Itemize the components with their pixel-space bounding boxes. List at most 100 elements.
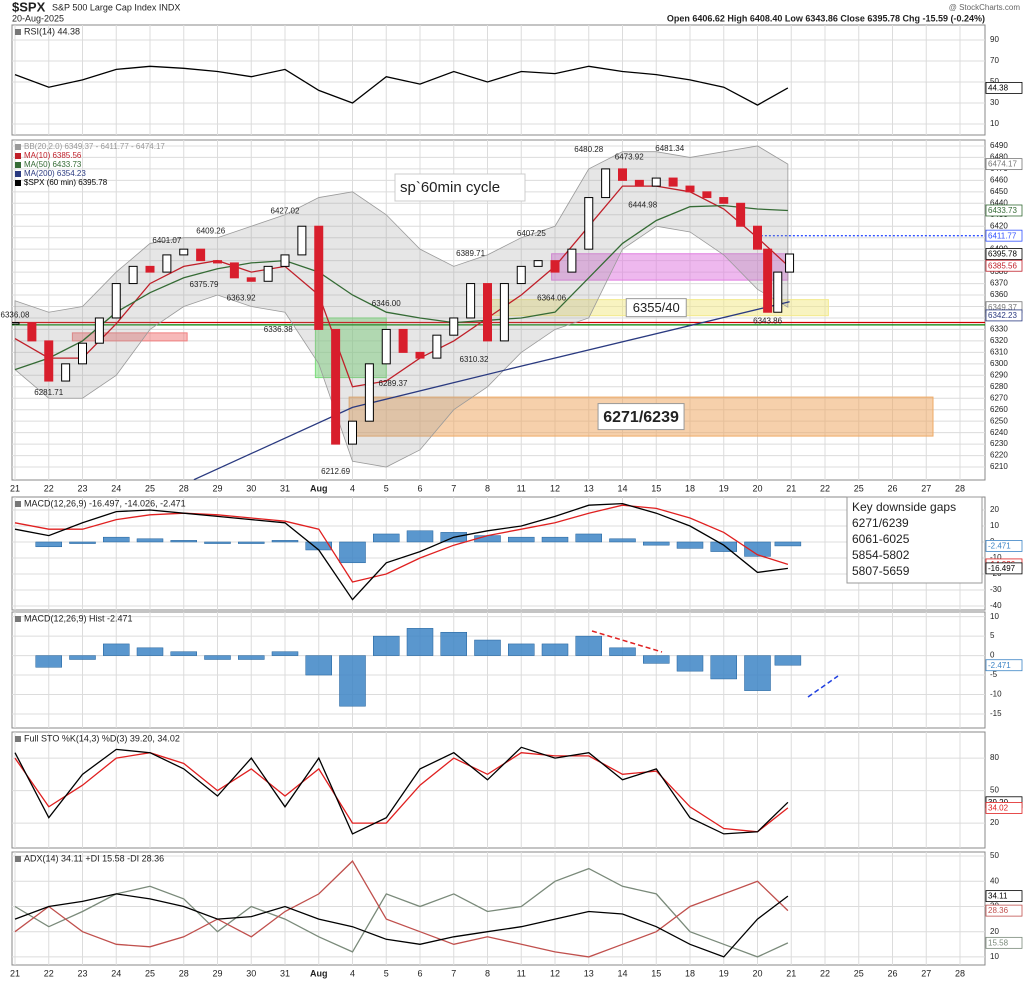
bar [643,655,670,664]
price-label: 6289.37 [379,379,408,388]
value-tag [985,540,1023,552]
bar [35,541,62,548]
x-tick-label: 13 [584,968,594,978]
candle [763,248,773,313]
candle [162,254,172,273]
price-label: 6212.69 [321,467,350,476]
candle [12,322,20,325]
instrument-name: S&P 500 Large Cap Index INDX [52,2,180,12]
x-tick-label: 22 [820,483,830,493]
candle [145,265,155,273]
price-label: 6389.71 [456,249,485,258]
legend-swatch [15,153,21,159]
zone-label-box [597,403,685,431]
price-label: 6481.34 [655,144,684,153]
value-tag-label: 34.02 [988,804,1009,813]
y-tick-label: 20 [990,927,999,936]
bar [609,647,636,656]
key-gap: 6061-6025 [852,532,910,546]
bar [774,541,802,547]
price-label: 6401.07 [152,236,181,245]
price-label: 6409.26 [196,227,225,236]
x-tick-label: 31 [280,968,290,978]
plot [14,502,802,601]
plot [14,65,789,106]
x-tick-label: 24 [111,968,121,978]
bar [406,530,434,543]
panel [11,496,986,611]
legend-swatch [15,29,21,35]
candle [550,260,560,273]
y-tick-label: 70 [990,56,999,65]
x-tick-label: 30 [246,968,256,978]
candle [719,197,729,204]
candle [229,262,239,279]
bar [339,541,366,564]
candle [499,283,509,342]
y-tick-label: -15 [990,709,1002,718]
y-tick-label: 6300 [990,359,1008,368]
x-tick-label: 22 [44,483,54,493]
candle [668,177,678,187]
x-tick-label: 27 [921,968,931,978]
bar [508,643,535,656]
annotation: sp`60min cycle [400,179,500,196]
y-tick-label: 50 [990,77,999,86]
x-tick-label: 29 [212,968,222,978]
x-tick-label: 19 [719,483,729,493]
price-label: 6343.86 [753,317,782,326]
x-tick-label: 31 [280,483,290,493]
x-tick-label: 6 [417,483,422,493]
y-tick-label: 50 [990,786,999,795]
legend-swatch [15,736,21,742]
bar [710,655,737,680]
line [14,65,789,106]
line [14,185,789,388]
bar [676,655,704,672]
x-tick-label: 7 [451,968,456,978]
price-label: 6375.79 [190,280,219,289]
bar [69,655,96,660]
value-tag-label: 6433.73 [988,206,1017,215]
key-gap: 5854-5802 [852,548,910,562]
y-tick-label: 6280 [990,382,1008,391]
y-tick-label: 20 [990,505,999,514]
value-tag-label: 6342.23 [988,311,1017,320]
y-tick-label: 6250 [990,416,1008,425]
candle [348,420,357,445]
candle [516,265,526,285]
candle [111,283,121,319]
x-tick-label: 8 [485,968,490,978]
bar [575,635,602,656]
bar [170,540,197,543]
candle [61,363,71,382]
value-tag [985,158,1023,171]
x-tick-label: 20 [752,968,762,978]
candle [651,177,661,187]
value-tag-label: 44.38 [988,84,1009,93]
value-tag [985,659,1023,672]
legend-swatch [15,616,21,622]
candle [331,328,341,445]
y-tick-label: 10 [990,119,999,128]
candle [27,322,37,342]
y-tick-label: 6320 [990,336,1008,345]
x-tick-label: 21 [786,483,796,493]
bar [136,538,164,543]
price-label: 6346.00 [372,299,401,308]
line [14,893,789,958]
plot [35,628,802,707]
x-tick-label: 24 [111,483,121,493]
y-tick-label: 6490 [990,141,1008,150]
x-tick-label: 28 [955,968,965,978]
legend: MACD(12,26,9) Hist -2.471 [24,613,133,623]
bar [305,655,332,676]
bar [774,655,802,666]
zone [71,332,188,342]
candle [736,202,746,227]
y-tick-label: 6290 [990,370,1008,379]
panel [11,24,986,136]
y-tick-label: -10 [990,553,1002,562]
y-tick-label: 6440 [990,198,1008,207]
